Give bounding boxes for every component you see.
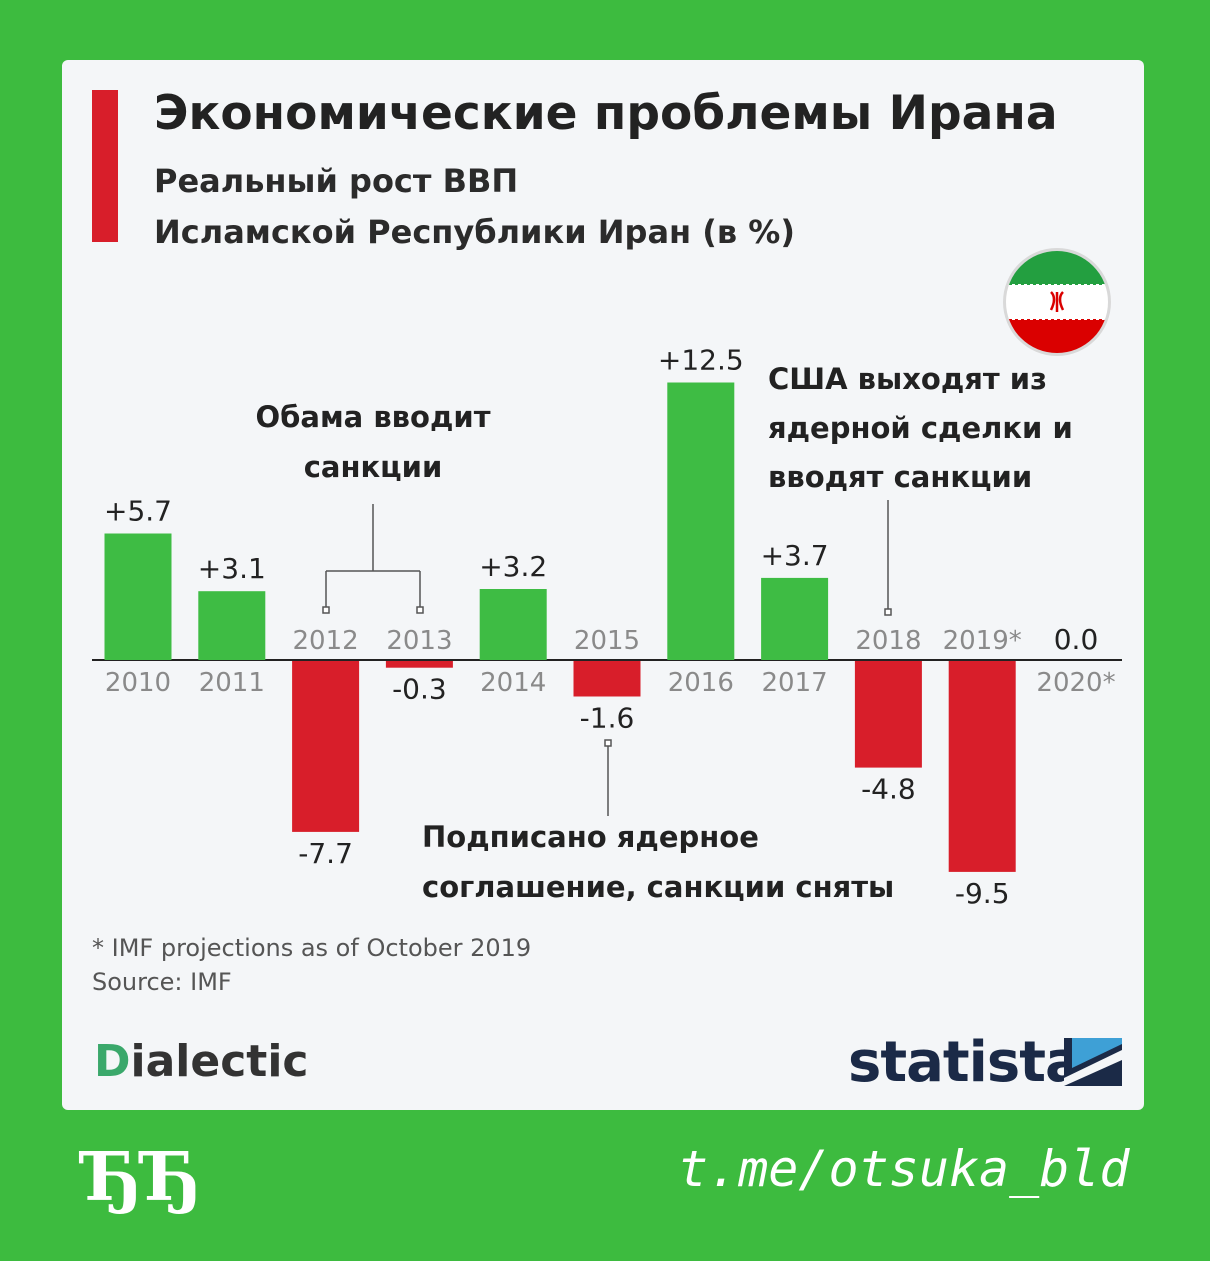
year-label-2018: 2018 (855, 626, 921, 656)
value-label-2010: +5.7 (104, 495, 172, 528)
dialectic-logo-rest: ialectic (130, 1036, 309, 1087)
annotation-deal-line2: соглашение, санкции сняты (422, 870, 894, 904)
annotation-us-withdrawal: США выходят из ядерной сделки и вводят с… (768, 362, 1073, 616)
value-label-2012: -7.7 (298, 837, 353, 870)
statista-logo: statista (848, 1030, 1083, 1095)
statista-logo-icon (1064, 1038, 1122, 1086)
value-label-2020: 0.0 (1054, 623, 1099, 656)
year-label-2019: 2019* (943, 626, 1022, 656)
annotation-deal-line1: Подписано ядерное (422, 820, 759, 854)
dialectic-logo: Dialectic (94, 1036, 309, 1087)
value-label-2011: +3.1 (198, 552, 266, 585)
annotation-us-line2: ядерной сделки и (768, 411, 1073, 445)
bar-2011 (198, 591, 266, 660)
chart-card (62, 60, 1144, 1110)
dialectic-logo-first-letter: D (94, 1036, 131, 1087)
value-label-2017: +3.7 (761, 539, 829, 572)
title-accent-bar (92, 90, 118, 242)
bar-2010 (104, 533, 172, 660)
annotation-obama-sanctions: Обама вводит санкции (255, 400, 491, 614)
value-label-2018: -4.8 (861, 773, 916, 806)
year-label-2013: 2013 (386, 626, 452, 656)
year-label-2016: 2016 (668, 668, 734, 698)
bar-2012 (292, 661, 360, 832)
bar-2015 (573, 661, 641, 697)
chart-title: Экономические проблемы Ирана (154, 86, 1058, 141)
value-label-2016: +12.5 (658, 344, 744, 377)
annotation-obama-line1: Обама вводит (255, 400, 490, 434)
bar-2018 (854, 661, 922, 768)
annotation-us-line1: США выходят из (768, 362, 1047, 396)
value-label-2015: -1.6 (580, 702, 635, 735)
annotation-us-line3: вводят санкции (768, 460, 1032, 494)
bar-2016 (667, 382, 735, 660)
annotation-nuclear-deal: Подписано ядерное соглашение, санкции сн… (422, 739, 894, 904)
source-footnote: Source: IMF (92, 968, 232, 996)
chart-subtitle-line1: Реальный рост ВВП (154, 162, 519, 200)
year-label-2015: 2015 (574, 626, 640, 656)
projection-footnote: * IMF projections as of October 2019 (92, 934, 532, 962)
year-label-2014: 2014 (480, 668, 546, 698)
value-label-2013: -0.3 (392, 673, 447, 706)
year-label-2020: 2020* (1036, 668, 1115, 698)
value-label-2019: -9.5 (955, 877, 1010, 910)
year-label-2012: 2012 (293, 626, 359, 656)
chart-subtitle-line2: Исламской Республики Иран (в %) (154, 213, 795, 251)
footer-channel-glyph: ЂЂ (82, 1138, 201, 1216)
footer-telegram-link[interactable]: t.me/otsuka_bld (678, 1140, 1130, 1198)
year-label-2010: 2010 (105, 668, 171, 698)
value-label-2014: +3.2 (479, 550, 547, 583)
bar-2017 (761, 577, 829, 660)
bar-2019 (948, 661, 1016, 872)
year-label-2011: 2011 (199, 668, 265, 698)
annotation-obama-line2: санкции (304, 450, 443, 484)
bar-2014 (479, 589, 547, 660)
bar-2013 (385, 661, 453, 668)
year-label-2017: 2017 (762, 668, 828, 698)
iran-flag-icon (1003, 248, 1111, 356)
